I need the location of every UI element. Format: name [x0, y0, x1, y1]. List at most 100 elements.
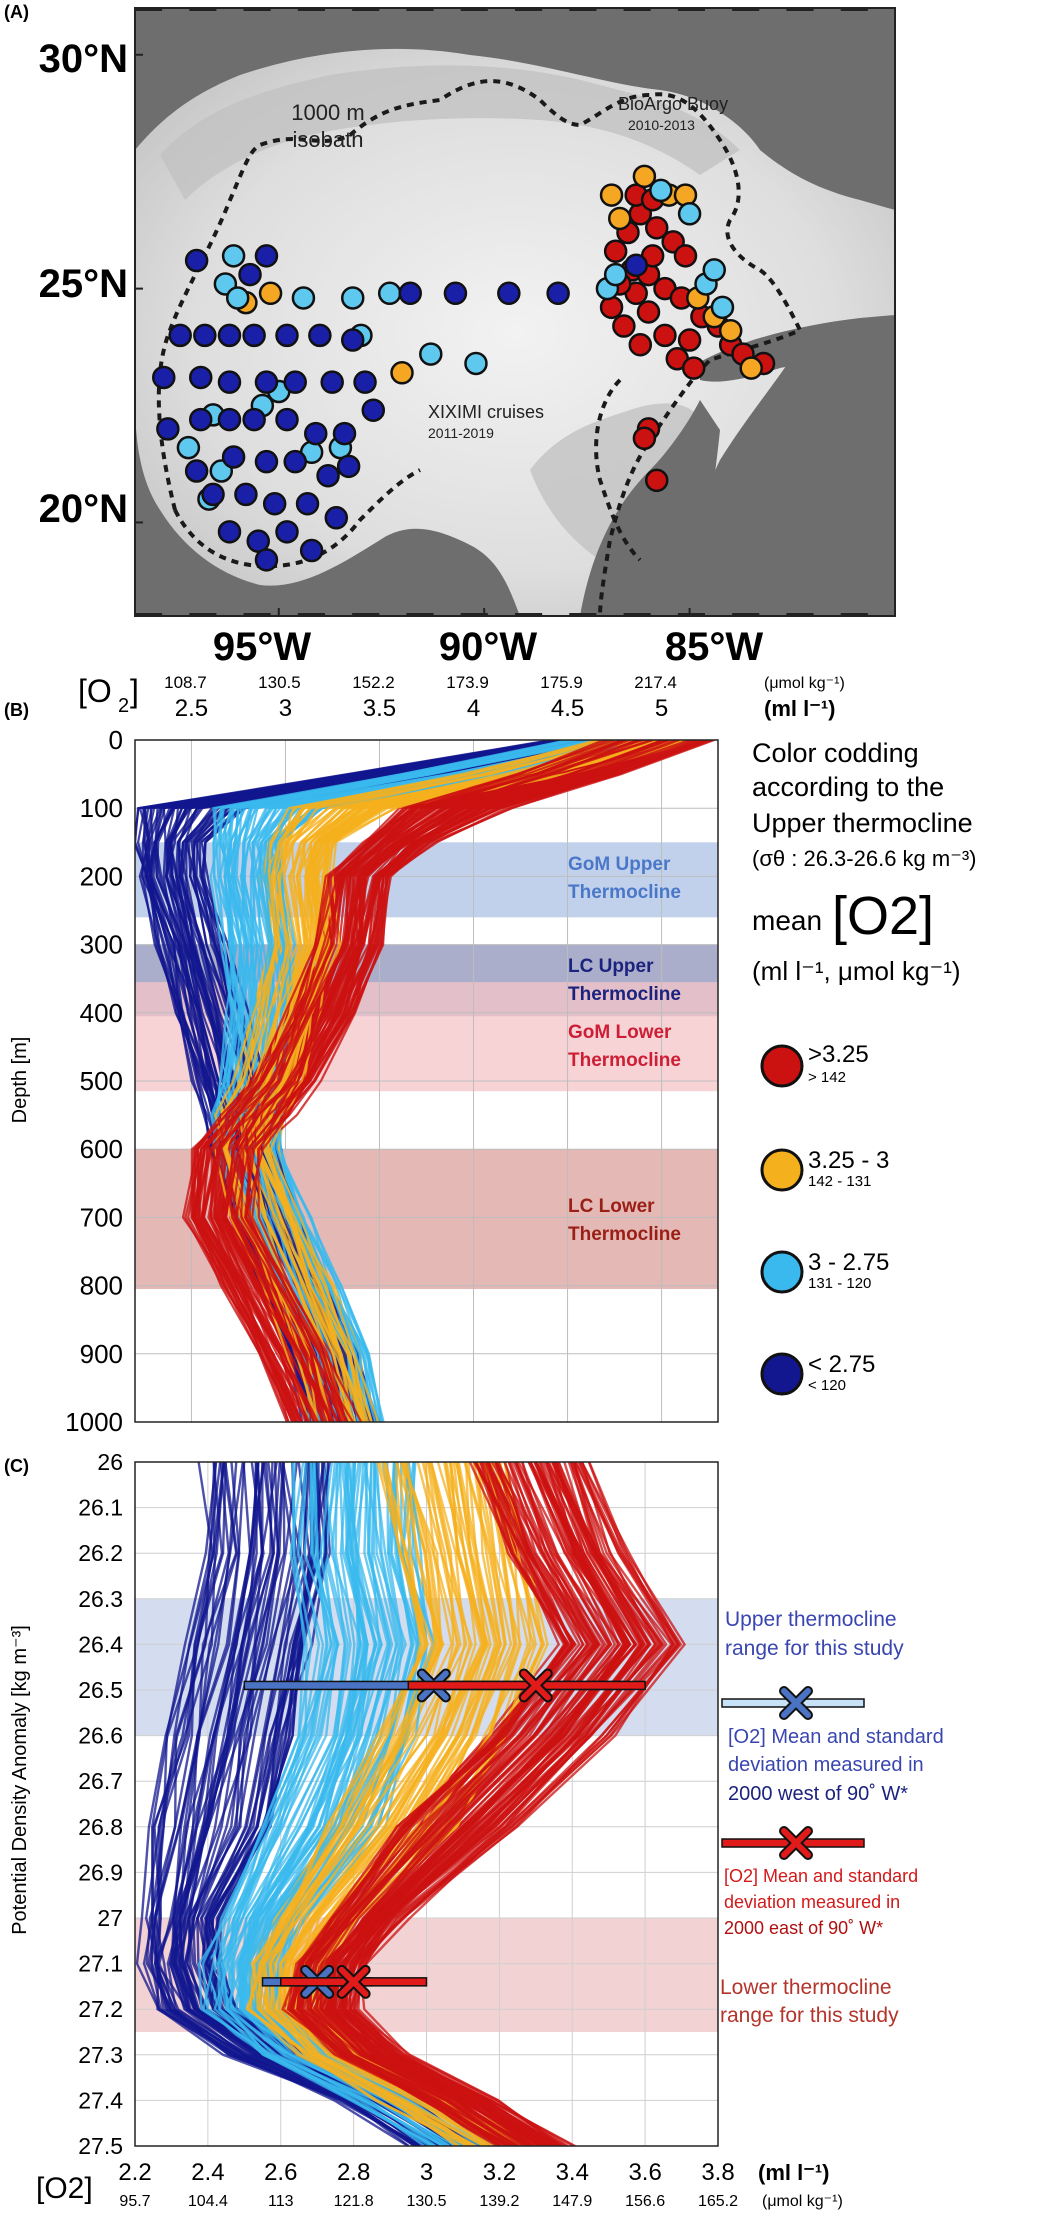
map-border-mark — [569, 7, 597, 11]
station-point — [262, 492, 287, 516]
station-point — [340, 328, 365, 352]
station-point — [221, 244, 246, 268]
legend-big-o2: [O2] — [832, 886, 934, 946]
station-point — [612, 314, 636, 338]
station-point — [624, 253, 648, 277]
station-point — [188, 407, 213, 432]
panel-b-band-labels: GoM Upper Thermocline LC Upper Thermocli… — [568, 854, 681, 1245]
profile-line — [220, 740, 663, 1422]
station-point — [201, 482, 225, 507]
map-border-mark — [135, 7, 163, 11]
map-border-mark — [243, 7, 271, 11]
b-x-tick-umol: 152.2 — [352, 673, 395, 692]
station-point — [599, 295, 624, 320]
density-profile-line — [281, 1462, 566, 2146]
profile-line — [256, 740, 670, 1422]
west-legend-3: 2000 west of 90˚ W* — [728, 1783, 908, 1805]
c-y-tick-label: 27.4 — [78, 2087, 123, 2113]
panel-b-depth-profiles: (B) [O 2 ] (μmol kg⁻¹) (ml l⁻¹) Depth [m… — [4, 673, 977, 1437]
panel-c-profiles — [135, 1462, 687, 2146]
density-profile-line — [249, 1462, 461, 2146]
isobath-1000m-west — [173, 468, 421, 569]
station-point — [295, 492, 320, 516]
map-border-mark — [406, 613, 434, 617]
xiximi-years: 2011-2019 — [428, 425, 494, 441]
map-border-mark — [677, 7, 705, 11]
station-point — [710, 295, 735, 320]
b-y-tick-label: 700 — [80, 1202, 123, 1232]
c-x-tick-umol: 121.8 — [334, 2193, 374, 2210]
panel-b-label: (B) — [4, 700, 29, 720]
panel-c-o2-symbol: [O2] — [36, 2172, 93, 2205]
station-point — [188, 365, 213, 390]
b-x-tick-umol: 217.4 — [634, 673, 677, 692]
b-x-tick-umol: 173.9 — [446, 673, 489, 692]
legend-line3: Upper thermocline — [752, 808, 973, 838]
legend-item-3-sub: 131 - 120 — [808, 1275, 871, 1292]
map-border-mark — [515, 7, 543, 11]
station-point — [156, 417, 180, 441]
lower-range-label-2: range for this study — [720, 2004, 899, 2027]
map-border-mark — [569, 613, 597, 617]
station-point — [336, 454, 361, 479]
density-profile-line — [155, 1462, 430, 2146]
panel-b-y-title: Depth [m] — [9, 1037, 31, 1124]
station-point — [628, 332, 653, 357]
density-profile-line — [183, 1462, 461, 2146]
density-profile-line — [197, 1462, 435, 2146]
station-point — [193, 323, 217, 348]
band-label-gom-lower-2: Thermocline — [568, 1050, 681, 1071]
station-point — [168, 323, 192, 348]
legend-mean: mean — [752, 905, 822, 936]
station-point — [242, 407, 266, 432]
b-x-tick-umol: 130.5 — [258, 673, 301, 692]
panel-c-ml-unit: (ml l⁻¹) — [758, 2160, 830, 2185]
continental-shelf — [160, 65, 740, 200]
map-border-mark — [840, 7, 868, 11]
station-point — [443, 281, 468, 306]
west-legend-1: [O2] Mean and standard — [728, 1726, 944, 1748]
legend-swatch-3 — [760, 1250, 804, 1294]
profile-line — [212, 740, 643, 1422]
station-point — [221, 445, 246, 469]
station-point — [254, 548, 279, 572]
station-point — [718, 318, 743, 343]
station-point — [234, 482, 258, 507]
band-label-gom-upper-2: Thermocline — [568, 882, 681, 903]
map-border-mark — [135, 613, 163, 617]
station-point — [398, 281, 422, 306]
station-point — [603, 239, 628, 263]
station-point — [283, 370, 307, 394]
profile-line — [235, 740, 619, 1422]
c-x-tick-umol: 165.2 — [698, 2193, 738, 2210]
map-ticks — [135, 7, 868, 617]
map-border-mark — [352, 613, 380, 617]
map-border-mark — [460, 7, 488, 11]
station-point — [739, 356, 763, 380]
b-x-tick-label: 2.5 — [175, 695, 208, 722]
panel-b-umol-unit: (μmol kg⁻¹) — [764, 675, 845, 692]
c-x-tick-label: 2.8 — [337, 2159, 370, 2186]
station-point — [283, 449, 307, 474]
station-point — [304, 421, 328, 446]
legend-line2: according to the — [752, 772, 944, 802]
band-label-lc-upper-1: LC Upper — [568, 956, 654, 977]
panel-c-y-title: Potential Density Anomaly [kg m⁻³] — [9, 1625, 31, 1935]
map-border-mark — [243, 613, 271, 617]
profile-line — [223, 740, 671, 1422]
legend-item-2-label: 3.25 - 3 — [808, 1147, 889, 1174]
station-point — [653, 323, 677, 348]
panel-a-label: (A) — [4, 2, 29, 22]
isobath-1000m — [156, 79, 803, 616]
c-y-tick-label: 26.6 — [78, 1723, 123, 1749]
station-point — [632, 164, 657, 189]
c-x-tick-label: 3.8 — [701, 2159, 734, 2186]
legend-item-4-sub: < 120 — [808, 1377, 846, 1394]
b-y-tick-label: 100 — [80, 793, 123, 823]
density-profile-line — [229, 1462, 444, 2146]
station-point — [644, 468, 669, 493]
band-label-lc-lower-1: LC Lower — [568, 1196, 655, 1217]
map-stations — [152, 164, 776, 572]
map-border-mark — [786, 613, 814, 617]
panel-b-axes: 0 100 200 300 400 500 600 700 800 900 1000 2.5 108.7… — [65, 673, 677, 1437]
